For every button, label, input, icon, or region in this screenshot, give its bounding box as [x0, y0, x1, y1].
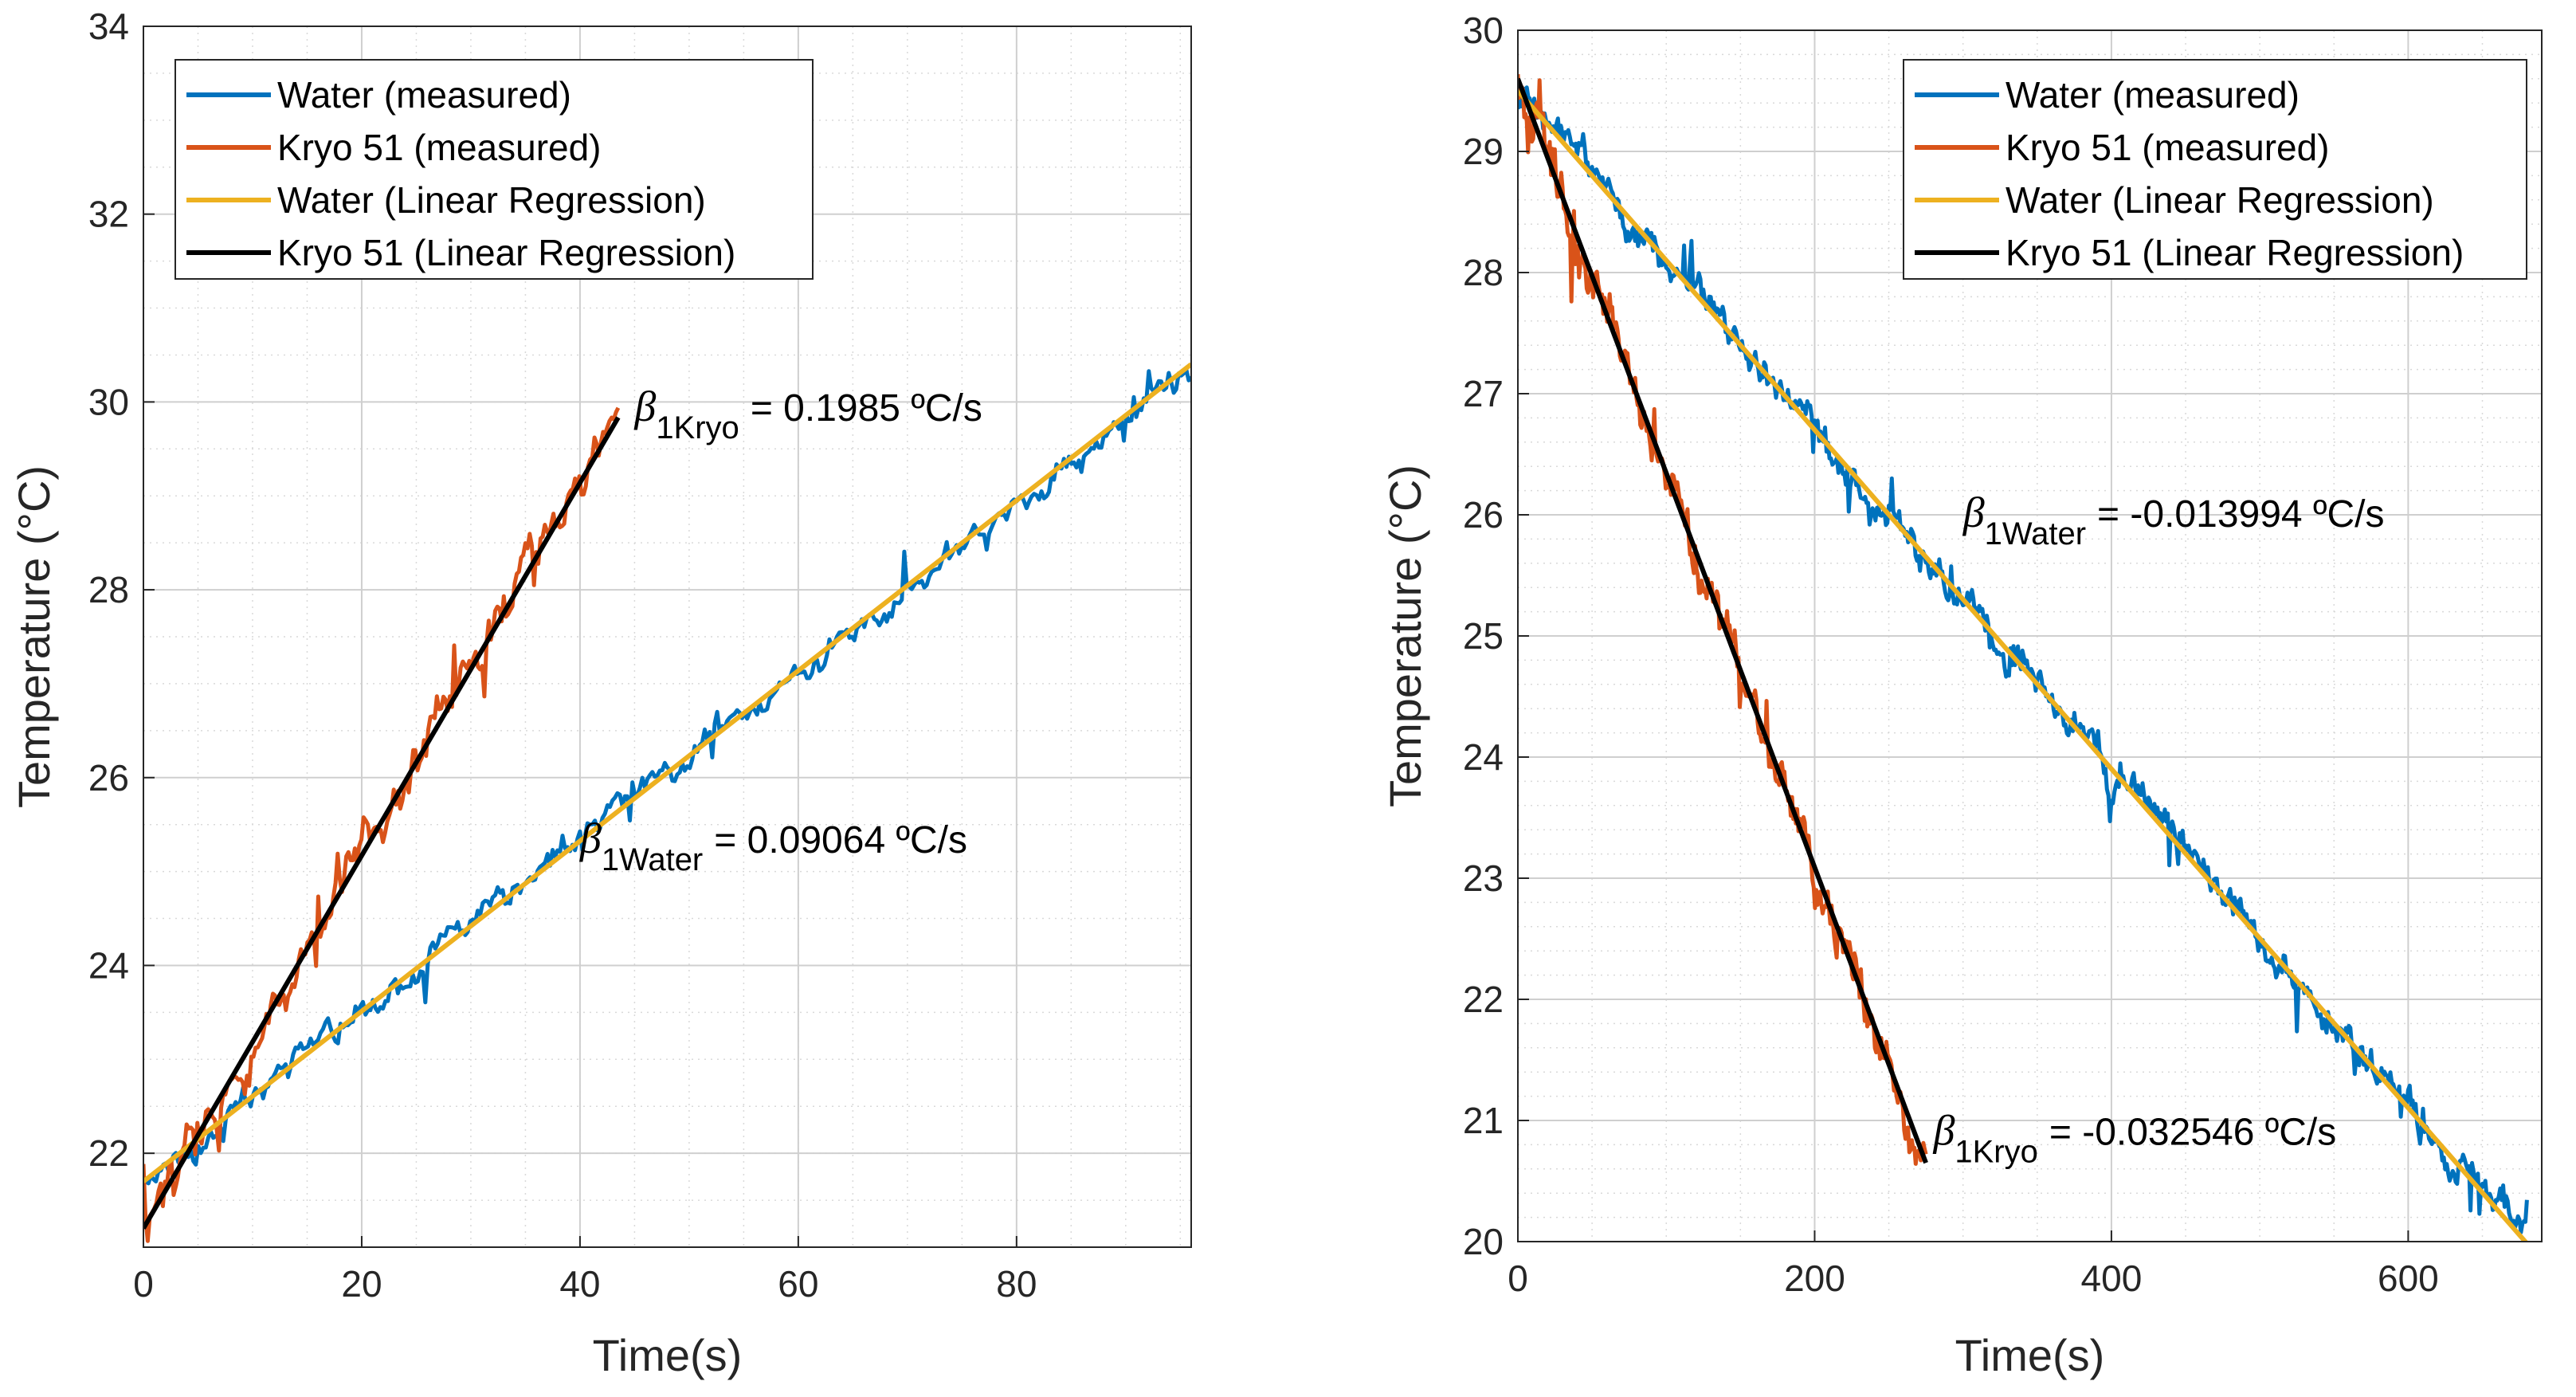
- right-annotations: β1Water = -0.013994 ºC/s β1Kryo = -0.032546…: [1932, 489, 2384, 1169]
- right-annotation-1kryo: β1Kryo = -0.032546 ºC/s: [1932, 1106, 2336, 1169]
- left-y-tick-label: 22: [88, 1132, 129, 1174]
- left-x-axis-label: Time(s): [593, 1330, 743, 1380]
- left-y-axis-label: Temperature (°C): [9, 465, 59, 808]
- right-legend: Water (measured) Kryo 51 (measured) Water …: [1903, 59, 2527, 280]
- right-y-axis-label: Temperature (°C): [1380, 465, 1430, 807]
- left-legend-box: [174, 59, 814, 280]
- right-ticks: 0 200 400 600 20 21 22 23 24 25 26 27 28 29 30: [1463, 10, 2439, 1299]
- left-y-tick-label: 28: [88, 569, 129, 610]
- left-annotations: β1Kryo = 0.1985 ºC/s β1Water = 0.09064 ºC/s: [579, 383, 982, 877]
- left-x-tick-label: 40: [559, 1263, 600, 1305]
- right-x-tick-label: 400: [2081, 1258, 2143, 1299]
- left-y-tick-label: 34: [88, 6, 129, 47]
- right-y-tick-label: 30: [1463, 10, 1504, 51]
- left-chart: 0 20 40 60 80 22 24 26 28 30 32 34 Time(s) Temperat…: [9, 6, 1192, 1380]
- right-y-tick-label: 21: [1463, 1100, 1504, 1141]
- right-series-layer: [1518, 73, 2529, 1242]
- left-x-tick-label: 60: [778, 1263, 818, 1305]
- left-water-regression-line: [143, 362, 1191, 1183]
- left-x-tick-label: 20: [341, 1263, 382, 1305]
- right-y-tick-label: 20: [1463, 1221, 1504, 1262]
- left-legend-label: Water (Linear Regression): [277, 179, 706, 221]
- right-y-tick-label: 24: [1463, 736, 1504, 778]
- left-y-tick-label: 26: [88, 757, 129, 799]
- right-y-tick-label: 27: [1463, 373, 1504, 414]
- right-y-tick-label: 22: [1463, 979, 1504, 1020]
- left-y-tick-label: 24: [88, 944, 129, 986]
- left-legend: Water (measured) Kryo 51 (measured) Water …: [174, 59, 814, 280]
- left-annotation-1water: β1Water = 0.09064 ºC/s: [579, 814, 967, 877]
- right-legend-label: Water (measured): [2006, 74, 2300, 116]
- right-x-tick-label: 0: [1508, 1258, 1528, 1299]
- left-legend-label: Kryo 51 (measured): [277, 127, 602, 168]
- right-kryo-regression-line: [1518, 77, 1928, 1164]
- right-y-tick-label: 29: [1463, 131, 1504, 172]
- left-kryo-regression-line: [143, 416, 621, 1230]
- right-legend-label: Kryo 51 (measured): [2006, 127, 2330, 168]
- right-legend-label: Kryo 51 (Linear Regression): [2006, 232, 2464, 273]
- right-annotation-1water: β1Water = -0.013994 ºC/s: [1962, 489, 2385, 551]
- right-y-tick-label: 25: [1463, 615, 1504, 657]
- left-ticks: 0 20 40 60 80 22 24 26 28 30 32 34: [88, 6, 1037, 1305]
- left-legend-label: Kryo 51 (Linear Regression): [277, 232, 735, 273]
- left-x-tick-label: 80: [996, 1263, 1037, 1305]
- left-y-tick-label: 32: [88, 194, 129, 235]
- right-x-tick-label: 200: [1784, 1258, 1845, 1299]
- right-chart: 0 200 400 600 20 21 22 23 24 25 26 27 28 29 30 Time(s)…: [1380, 10, 2543, 1380]
- right-water-regression-line: [1518, 89, 2529, 1242]
- right-y-tick-label: 28: [1463, 252, 1504, 293]
- right-legend-label: Water (Linear Regression): [2006, 179, 2434, 221]
- left-x-tick-label: 0: [133, 1263, 154, 1305]
- right-legend-box: [1903, 59, 2527, 280]
- left-legend-label: Water (measured): [277, 74, 571, 116]
- left-axes-frame: [143, 26, 1192, 1248]
- right-y-tick-label: 23: [1463, 857, 1504, 899]
- left-y-tick-label: 30: [88, 381, 129, 422]
- right-y-tick-label: 26: [1463, 494, 1504, 536]
- left-series-layer: [143, 362, 1191, 1243]
- right-x-tick-label: 600: [2378, 1258, 2439, 1299]
- right-x-axis-label: Time(s): [1955, 1330, 2105, 1380]
- left-annotation-1kryo: β1Kryo = 0.1985 ºC/s: [633, 383, 982, 445]
